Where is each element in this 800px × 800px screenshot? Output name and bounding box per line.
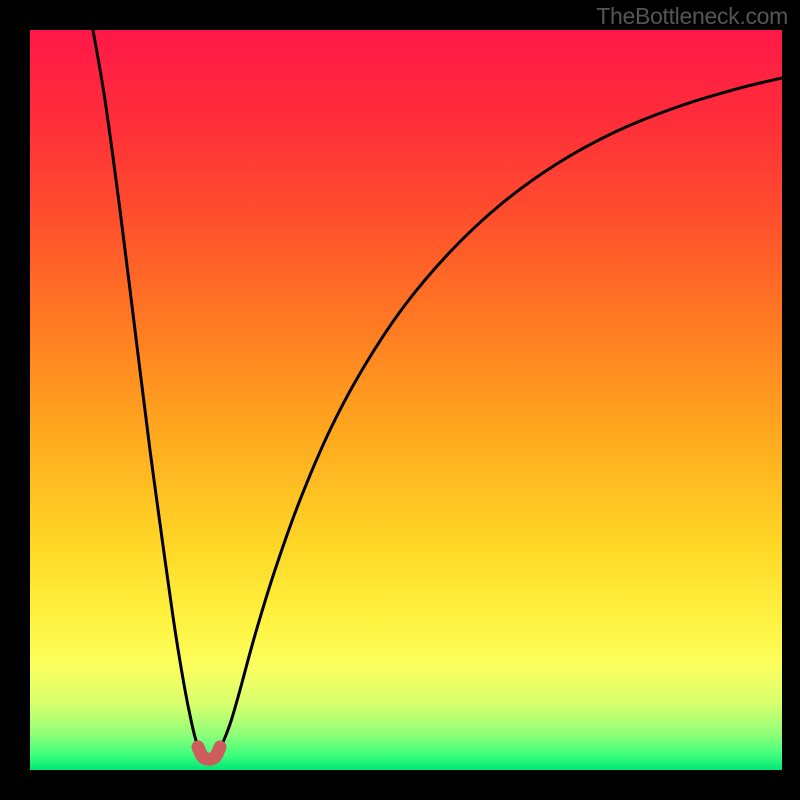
bottleneck-curve	[93, 30, 782, 755]
watermark-text: TheBottleneck.com	[596, 3, 788, 30]
minimum-marker	[198, 747, 220, 759]
plot-area	[30, 30, 782, 770]
chart-svg	[30, 30, 782, 770]
chart-frame: TheBottleneck.com	[0, 0, 800, 800]
